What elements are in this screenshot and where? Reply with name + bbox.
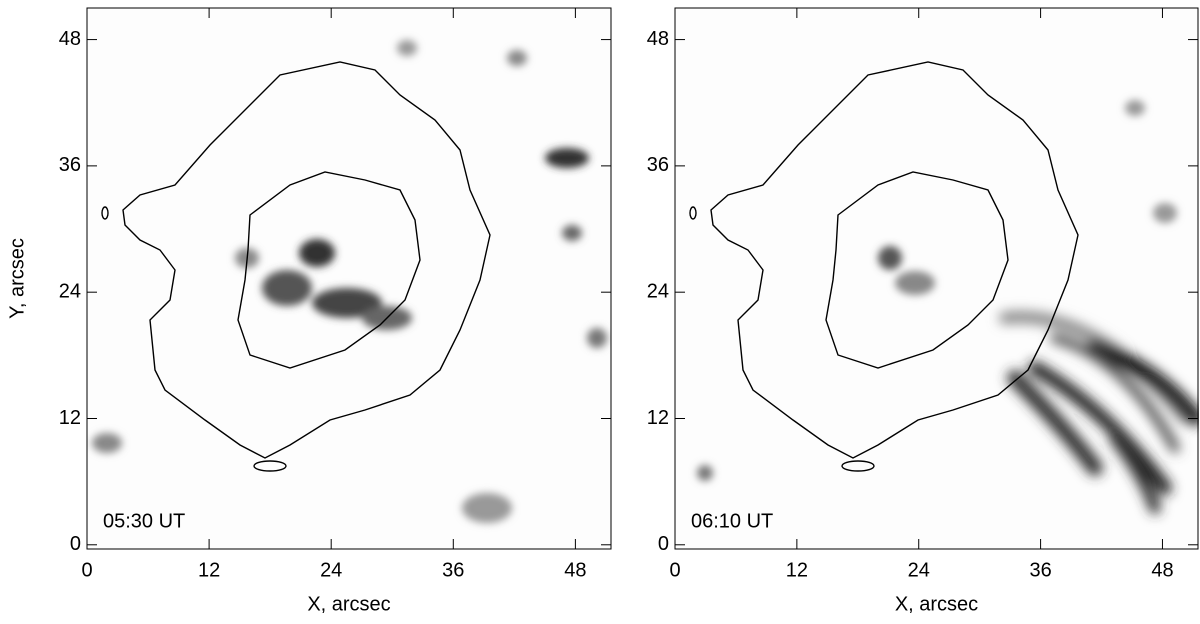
y-tick-label: 24 <box>59 280 81 302</box>
y-tick-label: 24 <box>647 280 669 302</box>
x-tick-label: 0 <box>81 559 92 581</box>
image-background <box>87 8 611 549</box>
x-axis-label: X, arcsec <box>307 593 390 615</box>
x-tick-label: 12 <box>786 559 808 581</box>
x-axis-label: X, arcsec <box>895 593 978 615</box>
x-tick-label: 48 <box>1151 559 1173 581</box>
x-tick-label: 12 <box>198 559 220 581</box>
plot-frame <box>674 7 1199 550</box>
y-tick-label: 36 <box>59 154 81 176</box>
panel <box>674 7 1199 550</box>
x-tick-label: 48 <box>564 559 586 581</box>
y-tick-label: 12 <box>647 407 669 429</box>
annotation: 05:30 UT <box>103 510 185 532</box>
x-tick-label: 36 <box>1029 559 1051 581</box>
y-tick-label: 48 <box>59 28 81 50</box>
y-tick-label: 0 <box>70 533 81 555</box>
image-texture <box>697 100 1199 514</box>
y-tick-label: 0 <box>658 533 669 555</box>
y-tick-label: 48 <box>647 28 669 50</box>
plot-frame <box>86 7 612 550</box>
x-tick-label: 0 <box>669 559 680 581</box>
panel <box>86 7 612 550</box>
image-background <box>675 8 1198 549</box>
annotation: 06:10 UT <box>691 510 773 532</box>
x-tick-label: 24 <box>320 559 342 581</box>
y-axis-label: Y, arcsec <box>6 238 28 319</box>
y-tick-label: 12 <box>59 407 81 429</box>
x-tick-label: 36 <box>442 559 464 581</box>
x-tick-label: 24 <box>908 559 930 581</box>
y-tick-label: 36 <box>647 154 669 176</box>
